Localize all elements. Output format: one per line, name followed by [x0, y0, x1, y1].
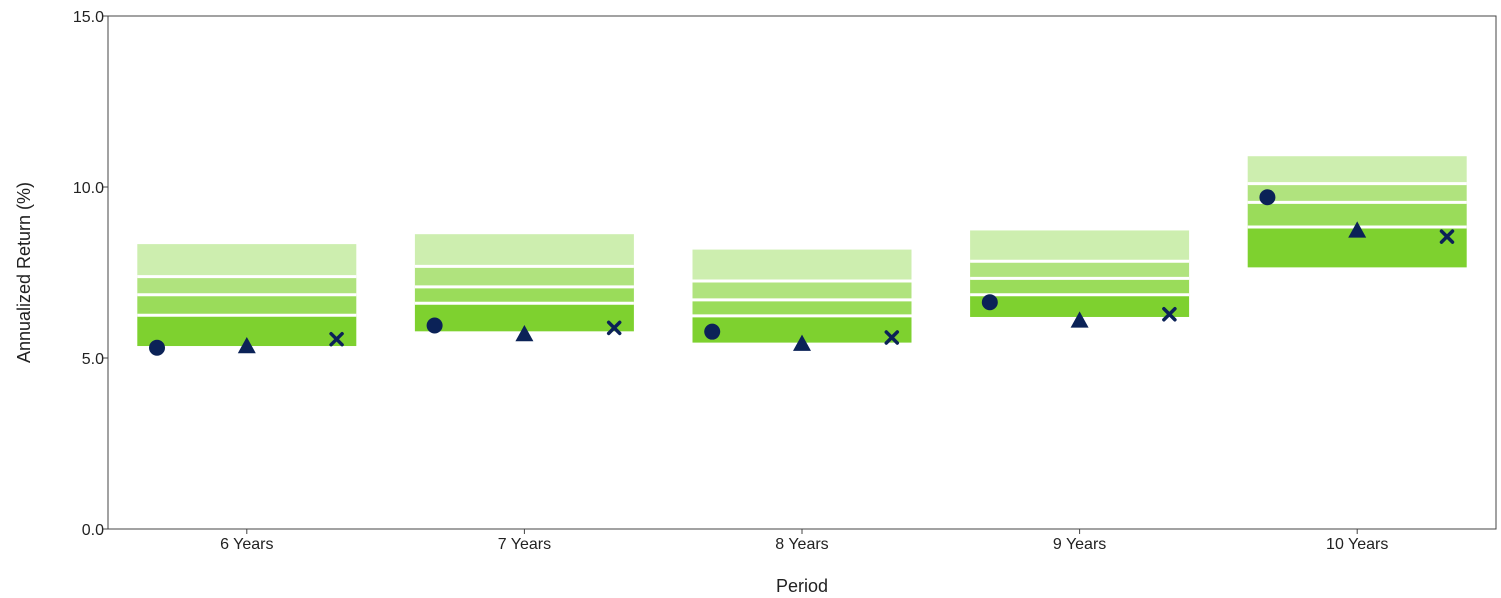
triangle-marker-5 [1348, 221, 1367, 238]
band-upper-mid-3 [692, 281, 912, 300]
percentile-bands [137, 156, 1467, 347]
band-lower-mid-4 [970, 278, 1190, 295]
band-upper-mid-2 [414, 266, 634, 287]
x-tick-label: 10 Years [1326, 536, 1388, 553]
y-tick-label: 0.0 [82, 522, 104, 539]
band-upper-mid-5 [1247, 183, 1467, 203]
y-axis-title: Annualized Return (%) [14, 182, 34, 363]
circle-marker-3 [704, 323, 721, 340]
band-upper-mid-4 [970, 261, 1190, 279]
band-top-5 [1247, 156, 1467, 184]
x-tick-label: 8 Years [775, 536, 828, 553]
x-axis-title: Period [776, 576, 828, 596]
band-lower-mid-2 [414, 286, 634, 304]
y-tick-label: 5.0 [82, 351, 104, 368]
y-axis: 0.0 5.0 10.0 15.0 [73, 9, 108, 539]
triangle-marker-2 [515, 325, 534, 342]
triangle-marker-1 [237, 337, 256, 354]
band-top-4 [970, 230, 1190, 262]
band-bottom-4 [970, 294, 1190, 317]
x-marker-5 [1439, 229, 1455, 244]
band-lower-mid-3 [692, 299, 912, 316]
triangle-marker-3 [793, 334, 811, 351]
y-tick-label: 10.0 [73, 180, 104, 197]
triangle-marker-4 [1070, 311, 1089, 328]
x-marker-4 [1162, 306, 1177, 322]
band-top-1 [137, 244, 357, 277]
band-top-3 [692, 249, 912, 282]
x-tick-label: 7 Years [498, 536, 551, 553]
x-tick-label: 9 Years [1053, 536, 1106, 553]
x-marker-3 [884, 330, 900, 345]
circle-marker-5 [1259, 189, 1276, 206]
x-marker-2 [606, 320, 622, 336]
circle-marker-4 [981, 294, 998, 311]
x-marker-1 [329, 331, 344, 347]
circle-marker-1 [149, 339, 166, 356]
circle-marker-2 [426, 317, 443, 334]
band-lower-mid-1 [137, 294, 357, 316]
band-upper-mid-1 [137, 276, 357, 295]
data-markers [149, 189, 1455, 356]
x-axis: 6 Years 7 Years 8 Years 9 Years 10 Years [220, 529, 1388, 553]
y-tick-label: 15.0 [73, 9, 104, 26]
x-tick-label: 6 Years [220, 536, 273, 553]
band-top-2 [414, 234, 634, 267]
